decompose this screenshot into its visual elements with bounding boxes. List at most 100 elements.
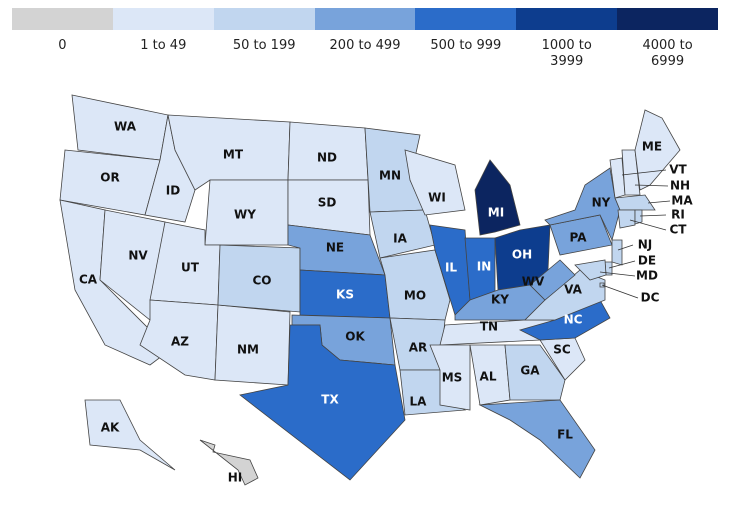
legend: 0 1 to 49 50 to 199 200 to 499 500 to 999 100…: [12, 8, 719, 70]
state-label: NC: [564, 313, 583, 327]
state-label: OH: [512, 248, 532, 262]
state-label: CT: [670, 223, 688, 237]
legend-label: 200 to 499: [329, 38, 401, 53]
leader-line: [601, 284, 639, 299]
leader-line: [634, 184, 669, 187]
state-label: PA: [570, 231, 588, 245]
legend-item: 0: [12, 8, 113, 70]
legend-label: 500 to 999: [430, 38, 502, 53]
state-label: WV: [522, 275, 545, 289]
legend-label: 4000 to 6999: [642, 38, 693, 69]
state-label: RI: [671, 208, 685, 222]
state: [634, 209, 643, 225]
state-label: MD: [636, 269, 658, 283]
state-label: NE: [326, 241, 344, 255]
legend-swatch: [314, 8, 416, 30]
legend-label: 1000 to 3999: [541, 38, 592, 69]
state: [199, 439, 259, 486]
state: [478, 399, 596, 479]
state-label: VT: [669, 163, 687, 177]
leader-line: [639, 214, 667, 217]
state-label: AL: [480, 370, 497, 384]
state-label: NY: [592, 196, 611, 210]
state-label: IN: [477, 260, 492, 274]
state-label: MO: [404, 289, 426, 303]
legend-swatch: [12, 8, 113, 30]
state: [617, 209, 636, 229]
state-label: ND: [317, 151, 337, 165]
state-label: KY: [491, 293, 509, 307]
legend-item: 1000 to 3999: [516, 8, 618, 70]
state: [574, 259, 607, 281]
legend-label: 50 to 199: [232, 38, 296, 53]
state-label: WY: [234, 208, 256, 222]
state-label: WI: [428, 191, 446, 205]
state-label: NJ: [638, 238, 653, 252]
state-label: NH: [670, 179, 690, 193]
state-label: HI: [228, 471, 243, 485]
state-label: MS: [442, 371, 463, 385]
leader-line: [647, 200, 671, 204]
state-label: CA: [79, 273, 98, 287]
legend-swatch: [213, 8, 315, 30]
state-label: DE: [638, 254, 656, 268]
state-label: SD: [318, 196, 337, 210]
state-label: CO: [252, 274, 271, 288]
state-label: AK: [101, 421, 120, 435]
state-label: MT: [223, 148, 244, 162]
state: [529, 259, 576, 301]
state-label: TN: [480, 320, 498, 334]
state-label: ME: [642, 140, 662, 154]
state-label: FL: [557, 428, 573, 442]
state: [404, 149, 466, 216]
state-label: OK: [345, 330, 365, 344]
state: [621, 149, 641, 196]
state-label: ID: [166, 184, 180, 198]
legend-item: 4000 to 6999: [617, 8, 719, 70]
legend-swatch: [617, 8, 719, 30]
legend-swatch: [112, 8, 214, 30]
state: [634, 109, 681, 191]
state-label: NV: [128, 249, 148, 263]
state-label: KS: [336, 288, 354, 302]
legend-label: 1 to 49: [140, 38, 187, 53]
legend-label: 0: [58, 38, 67, 53]
legend-swatch: [415, 8, 517, 30]
legend-item: 1 to 49: [112, 8, 214, 70]
state-label: AZ: [171, 335, 189, 349]
state: [84, 399, 176, 471]
legend-swatch: [516, 8, 618, 30]
state-label: IL: [445, 261, 457, 275]
leader-line: [608, 260, 636, 269]
state-label: WA: [114, 120, 137, 134]
state-label: MA: [671, 194, 693, 208]
state-label: SC: [553, 343, 571, 357]
state-label: VA: [564, 283, 582, 297]
state-label: AR: [409, 341, 428, 355]
state: [474, 159, 521, 236]
leader-line: [621, 169, 667, 176]
leader-line: [629, 219, 667, 231]
state-label: NM: [237, 343, 259, 357]
state: [429, 344, 471, 411]
state: [614, 194, 656, 211]
state-label: IA: [393, 232, 407, 246]
state: [504, 344, 566, 401]
legend-item: 200 to 499: [314, 8, 416, 70]
state-label: MN: [379, 169, 401, 183]
state-label: TX: [321, 393, 339, 407]
state-label: DC: [641, 291, 660, 305]
state-label: MI: [488, 206, 504, 220]
state-label: OR: [100, 171, 119, 185]
legend-item: 500 to 999: [415, 8, 517, 70]
legend-item: 50 to 199: [213, 8, 315, 70]
state-label: GA: [520, 364, 540, 378]
state: [611, 239, 623, 266]
state: [239, 324, 406, 481]
leader-line: [599, 271, 636, 277]
state-label: UT: [181, 261, 200, 275]
leader-line: [617, 244, 634, 251]
state-label: LA: [410, 395, 428, 409]
